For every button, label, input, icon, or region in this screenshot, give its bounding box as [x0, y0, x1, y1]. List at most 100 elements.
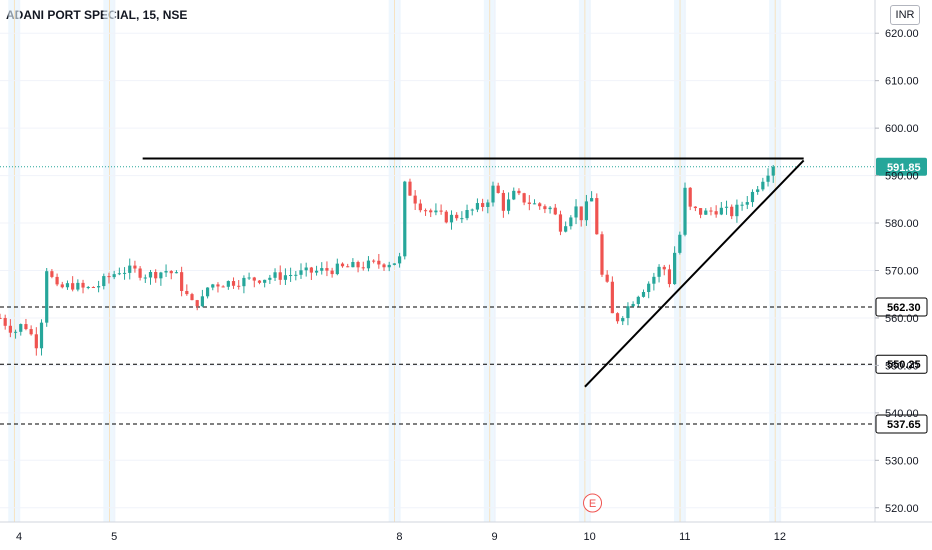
- candle-body-down: [0, 317, 2, 319]
- candle-body-down: [257, 280, 262, 283]
- candle-body-down: [667, 269, 672, 285]
- candle-body-up: [320, 268, 324, 271]
- candle-body-up: [19, 324, 23, 332]
- candle-body-down: [600, 234, 604, 275]
- candle-body-down: [714, 211, 718, 215]
- candle-body-down: [309, 267, 313, 273]
- candle-body-up: [740, 204, 744, 206]
- candle-body-down: [501, 192, 505, 211]
- time-tick-label: 8: [396, 531, 402, 543]
- candle-body-down: [3, 318, 7, 326]
- level-price-label: 550.25: [887, 359, 921, 371]
- candle-body-down: [133, 265, 137, 269]
- candle-body-up: [750, 191, 755, 203]
- level-price-label: 537.65: [887, 419, 921, 431]
- candle-body-up: [652, 276, 656, 284]
- candle-body-up: [263, 279, 267, 283]
- level-price-tag: [875, 297, 928, 317]
- candle-body-down: [91, 287, 96, 289]
- candle-body-up: [532, 203, 537, 205]
- candle-body-down: [180, 272, 184, 291]
- candle-body-down: [169, 271, 173, 274]
- candle-body-up: [434, 210, 438, 213]
- candle-body-up: [683, 187, 687, 235]
- price-tick-label: 610.00: [885, 76, 919, 88]
- candle-body-down: [55, 276, 59, 285]
- candle-body-up: [247, 277, 251, 279]
- candle-body-up: [294, 274, 298, 276]
- candle-body-up: [761, 181, 765, 190]
- candle-body-up: [148, 271, 153, 278]
- candle-body-up: [112, 274, 116, 278]
- level-price-tag: [875, 354, 928, 374]
- candle-body-up: [724, 206, 729, 208]
- candle-body-up: [626, 306, 630, 319]
- candle-body-up: [512, 190, 516, 200]
- time-tick-label: 12: [774, 531, 786, 543]
- candle-body-down: [107, 276, 111, 278]
- candle-body-up: [164, 271, 168, 273]
- candle-body-up: [465, 210, 469, 219]
- candle-body-down: [481, 203, 485, 207]
- candle-body-up: [475, 203, 480, 210]
- candle-body-down: [346, 266, 350, 268]
- candle-body-up: [506, 199, 511, 211]
- candle-body-up: [548, 207, 552, 210]
- trendline-support: [584, 159, 805, 388]
- price-tick-label: 540.00: [885, 408, 919, 420]
- price-tick-label: 550.00: [885, 360, 919, 372]
- candle-body-up: [756, 189, 760, 192]
- price-tick-label: 570.00: [885, 265, 919, 277]
- level-price-tag: [875, 414, 928, 434]
- price-tick-label: 620.00: [885, 28, 919, 40]
- candle-body-up: [273, 272, 277, 278]
- price-tick-label: 520.00: [885, 503, 919, 515]
- candle-body-down: [231, 281, 236, 286]
- candle-body-up: [397, 256, 402, 264]
- candle-body-down: [60, 284, 64, 288]
- candle-body-up: [470, 209, 474, 211]
- event-marker-label: E: [589, 498, 596, 510]
- candle-body-down: [496, 185, 500, 193]
- candle-body-up: [45, 271, 49, 323]
- candle-body-down: [71, 283, 75, 290]
- candle-body-up: [39, 322, 44, 349]
- candle-body-down: [538, 203, 542, 207]
- candle-body-up: [766, 175, 770, 182]
- candle-body-up: [486, 202, 490, 207]
- candle-body-up: [719, 207, 723, 215]
- candle-body-down: [356, 262, 360, 268]
- candle-body-down: [221, 286, 225, 288]
- candle-body-up: [647, 283, 651, 293]
- candle-body-up: [735, 204, 739, 217]
- earnings-event-marker[interactable]: E: [583, 493, 603, 513]
- price-tick-label: 560.00: [885, 313, 919, 325]
- currency-button[interactable]: INR: [890, 5, 920, 25]
- candle-body-up: [299, 270, 303, 275]
- candle-body-down: [325, 268, 329, 271]
- session-bands: [8, 0, 782, 522]
- candle-body-up: [122, 272, 127, 274]
- candle-body-down: [50, 271, 54, 277]
- candle-body-up: [200, 296, 204, 307]
- candle-body-up: [143, 277, 147, 279]
- candle-body-down: [418, 203, 422, 211]
- candle-body-up: [304, 267, 308, 271]
- candle-body-up: [574, 206, 578, 218]
- candle-body-up: [569, 217, 573, 227]
- price-tick-label: 530.00: [885, 455, 919, 467]
- candle-body-down: [190, 294, 194, 301]
- candle-body-up: [335, 263, 339, 275]
- candle-body-down: [423, 210, 428, 212]
- candle-body-up: [387, 264, 391, 268]
- candle-body-down: [698, 208, 703, 215]
- candle-body-up: [564, 226, 568, 232]
- candle-body-down: [185, 290, 189, 295]
- candle-body-down: [29, 329, 33, 335]
- price-tick-label: 580.00: [885, 218, 919, 230]
- trendlines[interactable]: [142, 157, 805, 388]
- candle-body-up: [460, 218, 464, 220]
- candle-body-up: [678, 234, 682, 253]
- candle-body-up: [117, 273, 121, 275]
